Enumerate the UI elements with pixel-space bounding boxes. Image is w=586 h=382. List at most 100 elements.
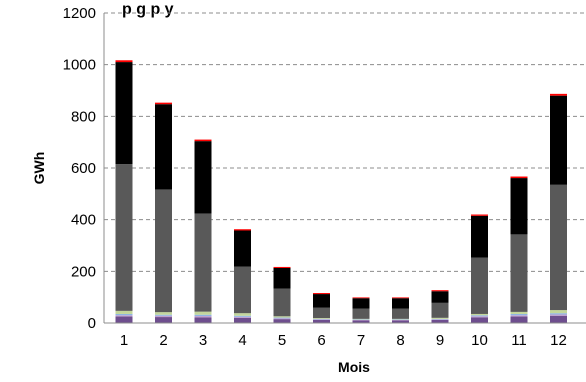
bar-segment: [392, 298, 409, 309]
bar-segment: [313, 319, 330, 323]
bar-segment: [194, 213, 212, 312]
bar-segment: [471, 257, 488, 314]
bar-segment: [273, 288, 291, 317]
bar-segment: [313, 294, 330, 308]
bar-segment: [194, 311, 212, 315]
bar-segment: [392, 297, 409, 299]
bar-segment: [115, 164, 133, 311]
bar-segment: [471, 316, 488, 318]
bar-segment: [234, 317, 251, 323]
bar-segment: [510, 313, 528, 316]
bar-stack-month-5: [273, 266, 291, 323]
bar-stack-month-10: [471, 214, 488, 323]
bars: [115, 60, 567, 323]
y-tick-label: 400: [71, 212, 96, 229]
bar-segment: [313, 318, 330, 319]
y-tick-labels: 0 200 400 600 800 1000 1200: [63, 5, 96, 332]
bar-segment: [234, 229, 251, 231]
bar-segment: [234, 230, 251, 267]
bar-stack-month-9: [431, 290, 449, 323]
bar-segment: [352, 319, 370, 320]
bar-segment: [115, 313, 133, 316]
y-tick-label: 1200: [63, 5, 96, 22]
bar-segment: [431, 302, 449, 318]
bar-segment: [115, 62, 133, 165]
x-tick-label: 1: [120, 332, 128, 349]
bar-segment: [115, 60, 133, 63]
bar-segment: [155, 314, 172, 316]
bar-segment: [510, 311, 528, 314]
bar-stack-month-7: [352, 297, 370, 323]
bar-segment: [550, 315, 567, 323]
x-tick-label: 10: [471, 332, 488, 349]
chart-title-partial: p g p y: [122, 1, 174, 18]
bar-segment: [431, 291, 449, 303]
bar-segment: [115, 315, 133, 317]
y-tick-label: 0: [88, 315, 96, 332]
bar-segment: [234, 316, 251, 318]
bar-segment: [194, 141, 212, 214]
y-tick-label: 200: [71, 263, 96, 280]
x-tick-label: 11: [511, 332, 527, 349]
bar-segment: [471, 315, 488, 317]
bar-stack-month-6: [313, 293, 330, 323]
bar-segment: [155, 104, 172, 190]
bar-stack-month-12: [550, 93, 567, 323]
bar-segment: [471, 317, 488, 323]
bar-segment: [155, 189, 172, 313]
bar-segment: [194, 314, 212, 317]
gridlines: [104, 12, 586, 272]
bar-segment: [392, 320, 409, 323]
bar-segment: [550, 93, 567, 96]
bar-segment: [392, 319, 409, 321]
bar-segment: [155, 102, 172, 105]
bar-segment: [392, 319, 409, 320]
x-tick-label: 2: [159, 332, 167, 349]
bar-segment: [234, 266, 251, 314]
bar-segment: [313, 307, 330, 319]
bar-segment: [234, 313, 251, 316]
x-tick-label: 6: [317, 332, 325, 349]
bar-segment: [471, 313, 488, 316]
x-tick-label: 7: [357, 332, 365, 349]
bar-segment: [431, 290, 449, 292]
bar-segment: [194, 316, 212, 318]
bar-segment: [471, 215, 488, 258]
bar-segment: [510, 176, 528, 179]
y-axis-title: GWh: [31, 152, 47, 185]
bar-segment: [392, 308, 409, 319]
bar-segment: [194, 317, 212, 323]
bar-segment: [550, 95, 567, 185]
x-tick-label: 12: [550, 332, 567, 349]
bar-segment: [471, 214, 488, 216]
bar-segment: [155, 315, 172, 318]
bar-segment: [194, 139, 212, 142]
bar-segment: [273, 316, 291, 318]
bar-segment: [313, 319, 330, 320]
x-tick-labels: 1 2 3 4 5 6 7 8 9 10 11 12: [120, 332, 567, 349]
bar-segment: [392, 318, 409, 320]
x-tick-label: 5: [278, 332, 286, 349]
bar-stack-month-8: [392, 297, 409, 323]
bar-segment: [115, 310, 133, 314]
bar-segment: [510, 178, 528, 235]
y-tick-label: 1000: [63, 57, 96, 74]
bar-segment: [273, 317, 291, 319]
bar-segment: [550, 314, 567, 316]
bar-segment: [273, 318, 291, 320]
bar-stack-month-3: [194, 139, 212, 323]
bar-segment: [115, 316, 133, 323]
y-tick-label: 800: [71, 108, 96, 125]
bar-segment: [273, 319, 291, 323]
bar-segment: [550, 313, 567, 315]
bar-segment: [273, 266, 291, 268]
x-axis-title: Mois: [338, 359, 370, 375]
bar-stack-month-4: [234, 229, 251, 323]
bar-stack-month-11: [510, 176, 528, 323]
x-tick-label: 9: [436, 332, 444, 349]
bar-segment: [313, 318, 330, 320]
bar-segment: [431, 317, 449, 319]
x-tick-label: 4: [238, 332, 246, 349]
bar-segment: [510, 315, 528, 317]
